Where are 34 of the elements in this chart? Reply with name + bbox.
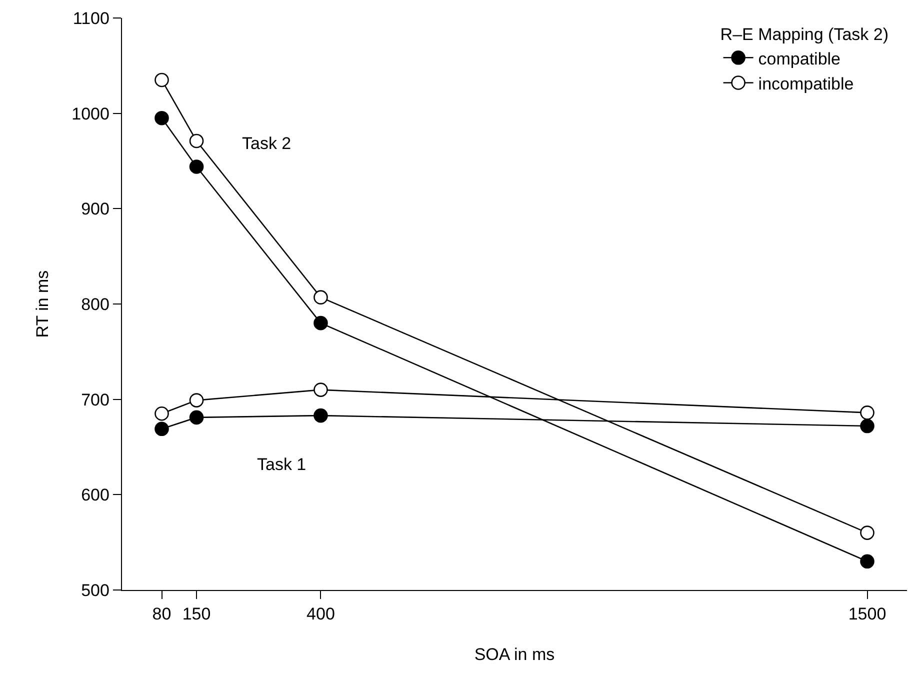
point: [154, 406, 169, 421]
point: [154, 72, 169, 88]
y-tick-label: 600: [81, 486, 110, 505]
legend-label: compatible: [758, 49, 841, 68]
point: [860, 418, 874, 434]
point: [189, 160, 204, 174]
y-tick-label: 500: [81, 580, 110, 600]
x-axis-title: SOA in ms: [474, 644, 555, 664]
y-tick-label: 900: [81, 200, 110, 219]
point: [154, 110, 169, 126]
point: [189, 410, 204, 425]
legend-label: incompatible: [758, 74, 854, 94]
point: [189, 393, 204, 408]
annotation: Task 2: [242, 134, 292, 153]
point: [189, 134, 204, 148]
x-tick-label: 400: [306, 604, 335, 624]
annotation: Task 1: [257, 455, 306, 474]
point: [314, 290, 328, 304]
legend-title: R–E Mapping (Task 2): [720, 25, 888, 44]
y-tick-label: 800: [81, 294, 110, 314]
y-tick-label: 700: [81, 390, 110, 410]
y-tick-label: 1100: [72, 8, 110, 28]
point: [860, 526, 874, 540]
point: [314, 408, 328, 423]
point: [154, 422, 169, 436]
x-tick-label: 80: [152, 604, 172, 624]
x-tick-label: 1500: [848, 604, 886, 624]
point: [314, 382, 328, 397]
point: [860, 406, 874, 420]
y-tick-label: 1000: [72, 104, 110, 124]
y-axis-title: RT in ms: [33, 270, 52, 338]
x-tick-label: 150: [182, 604, 211, 624]
point: [860, 554, 874, 569]
point: [314, 316, 328, 330]
